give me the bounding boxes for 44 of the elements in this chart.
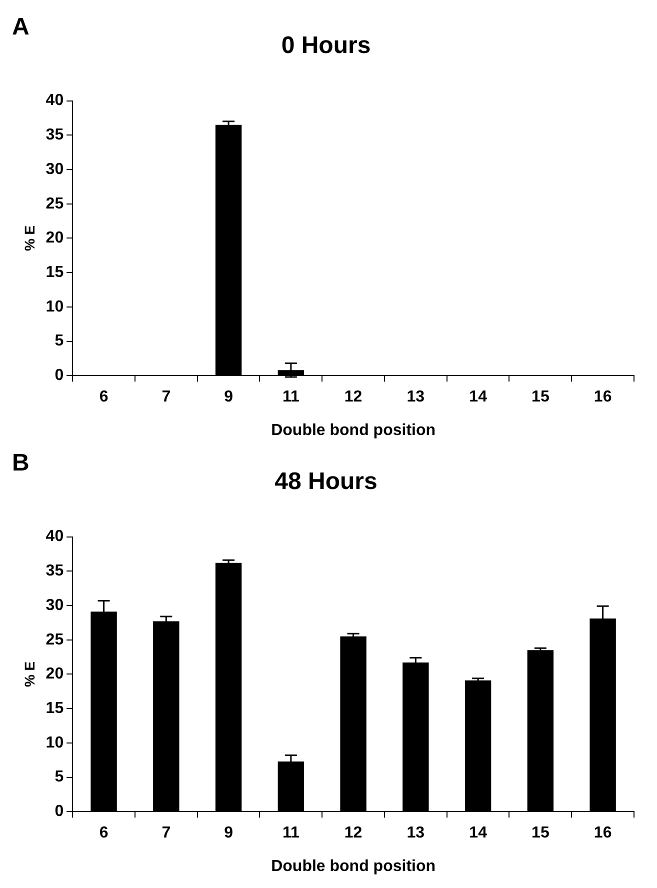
x-tick-label: 6 xyxy=(99,388,108,406)
x-tick-label: 6 xyxy=(99,824,108,842)
x-tick-label: 11 xyxy=(282,824,300,842)
chart-title: 0 Hours xyxy=(281,32,371,60)
x-tick-label: 12 xyxy=(344,824,362,842)
chart-title: 48 Hours xyxy=(274,468,378,496)
x-tick-label: 7 xyxy=(162,388,171,406)
y-tick-label: 30 xyxy=(46,596,64,614)
y-tick-label: 5 xyxy=(54,768,64,786)
y-axis-title: % E xyxy=(21,225,38,252)
y-tick-label: 20 xyxy=(46,230,64,247)
y-tick-label: 40 xyxy=(46,92,64,110)
y-axis-title: % E xyxy=(21,661,38,688)
y-tick-label: 20 xyxy=(46,666,64,683)
x-tick-label: 16 xyxy=(594,388,612,406)
x-tick-label: 12 xyxy=(344,388,362,406)
y-tick-label: 40 xyxy=(46,528,64,546)
x-tick-label: 7 xyxy=(162,824,171,842)
x-tick-label: 14 xyxy=(469,824,488,842)
x-tick-label: 11 xyxy=(282,388,300,406)
y-tick-label: 25 xyxy=(46,195,64,212)
text: A xyxy=(12,14,30,41)
y-tick-label: 30 xyxy=(46,160,64,178)
x-tick-label: 15 xyxy=(532,388,550,406)
x-tick-label: 9 xyxy=(224,824,234,842)
y-tick-label: 10 xyxy=(46,298,64,316)
x-tick-label: 9 xyxy=(224,388,234,406)
x-tick-label: 13 xyxy=(406,388,425,406)
y-tick-label: 5 xyxy=(54,332,64,350)
x-tick-label: 15 xyxy=(532,824,550,842)
y-tick-label: 15 xyxy=(46,264,64,281)
y-tick-label: 0 xyxy=(54,367,64,384)
x-tick-label: 16 xyxy=(594,824,612,842)
x-axis-title: Double bond position xyxy=(271,422,436,439)
y-tick-label: 25 xyxy=(46,631,64,648)
x-tick-label: 14 xyxy=(469,388,488,406)
y-tick-label: 0 xyxy=(54,803,64,820)
y-tick-label: 35 xyxy=(46,126,64,144)
text: B xyxy=(12,450,30,477)
x-tick-label: 13 xyxy=(406,824,425,842)
y-tick-label: 10 xyxy=(46,734,64,752)
y-tick-label: 15 xyxy=(46,700,64,717)
y-tick-label: 35 xyxy=(46,562,64,580)
x-axis-title: Double bond position xyxy=(271,858,436,875)
